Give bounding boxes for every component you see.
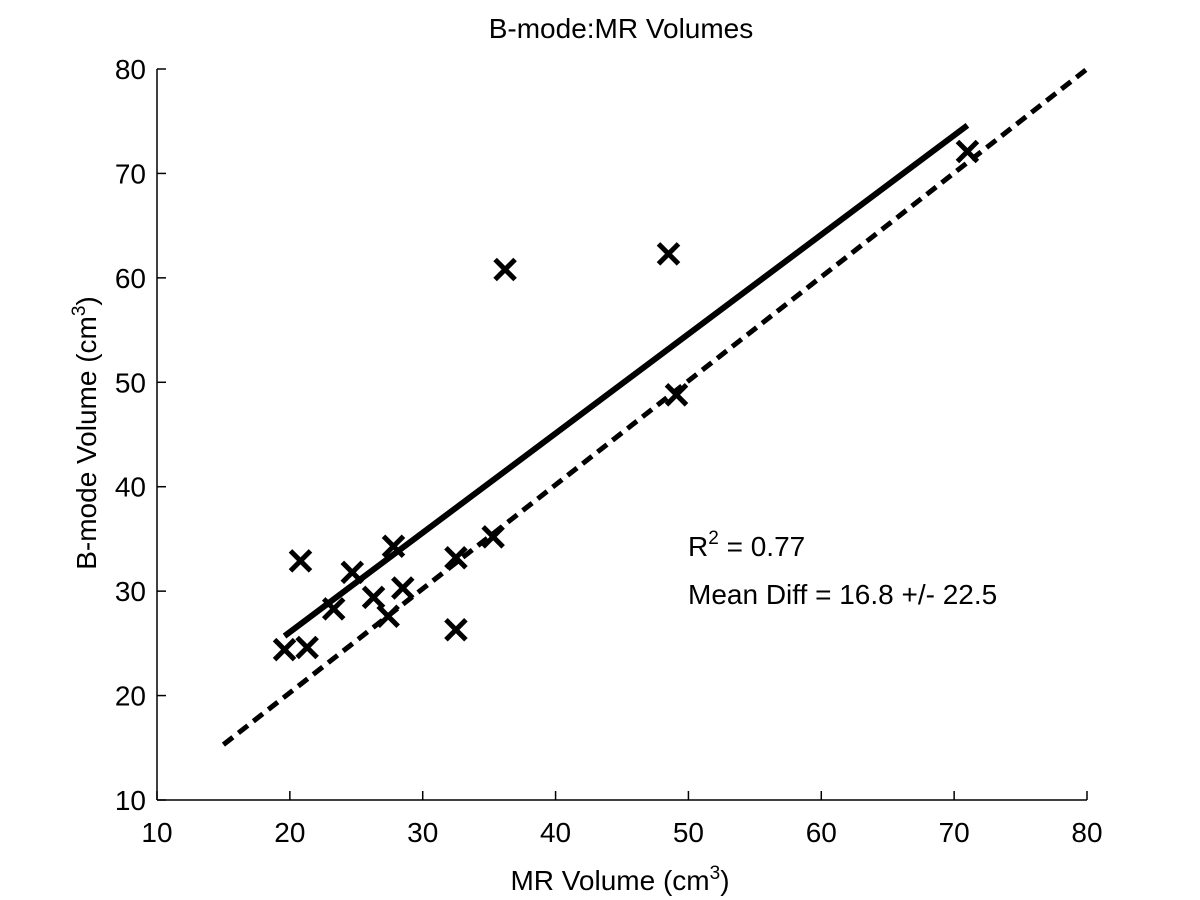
identity-line — [221, 67, 1089, 747]
x-tick-label: 50 — [673, 817, 704, 848]
y-tick-label: 30 — [115, 576, 146, 607]
data-point — [444, 618, 468, 642]
data-point — [493, 257, 517, 282]
data-point — [955, 139, 980, 164]
data-point — [481, 525, 505, 549]
y-axis-label: B-mode Volume (cm3) — [69, 296, 102, 570]
data-point — [391, 576, 415, 600]
data-point — [381, 534, 406, 559]
data-point — [288, 549, 313, 573]
x-tick-label: 40 — [540, 817, 571, 848]
x-axis-label: MR Volume (cm3) — [510, 863, 729, 896]
r-squared-annotation: R2 = 0.77 — [688, 528, 805, 562]
mean-diff-annotation: Mean Diff = 16.8 +/- 22.5 — [688, 579, 997, 610]
y-tick-label: 40 — [115, 472, 146, 503]
x-tick-label: 80 — [1071, 817, 1102, 848]
x-tick-label: 70 — [939, 817, 970, 848]
y-tick-label: 10 — [115, 785, 146, 816]
x-axis-ticks: 10 20 30 40 50 60 70 80 — [141, 791, 1103, 848]
data-point — [321, 597, 346, 621]
x-tick-label: 60 — [806, 817, 837, 848]
data-point — [272, 637, 297, 662]
x-tick-label: 30 — [407, 817, 438, 848]
y-tick-label: 20 — [115, 681, 146, 712]
data-points — [272, 139, 980, 662]
data-point — [295, 635, 319, 660]
y-tick-label: 80 — [115, 54, 146, 85]
y-tick-label: 70 — [115, 158, 146, 189]
data-point — [656, 242, 681, 266]
y-axis-ticks: 10 20 30 40 50 60 70 80 — [115, 54, 166, 816]
y-tick-label: 50 — [115, 367, 146, 398]
data-point — [444, 545, 468, 570]
x-tick-label: 10 — [141, 817, 172, 848]
data-point — [361, 585, 386, 610]
y-tick-label: 60 — [115, 263, 146, 294]
data-point — [340, 560, 365, 585]
data-point — [664, 383, 689, 407]
x-tick-label: 20 — [274, 817, 305, 848]
chart-title: B-mode:MR Volumes — [489, 13, 754, 44]
data-point — [376, 604, 400, 628]
